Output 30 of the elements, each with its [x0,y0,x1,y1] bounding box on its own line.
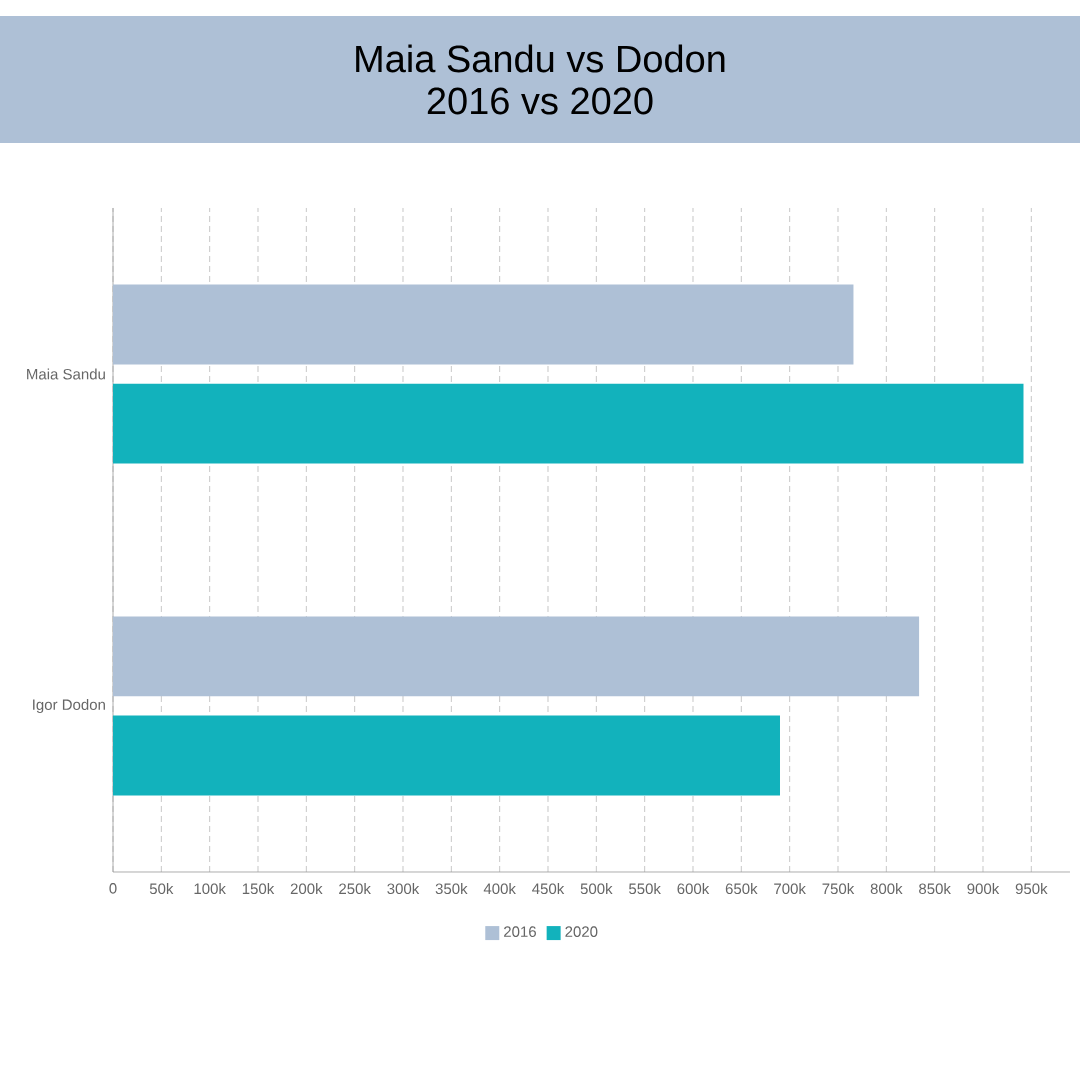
chart-title: Maia Sandu vs Dodon [356,44,725,73]
y-tick-label: Igor Dodon [33,699,105,713]
x-tick-label: 650k [725,883,758,895]
bar [113,616,920,697]
x-tick-label: 950k [1015,883,1048,895]
x-tick-label: 500k [580,883,613,895]
x-tick-label: 100k [194,883,226,895]
legend-label: 2016 [504,926,536,937]
x-tick-label: 450k [532,883,565,895]
x-tick-label: 250k [339,883,371,895]
x-tick-label: 800k [870,883,903,895]
bar [113,383,1024,464]
x-tick-label: 350k [435,883,468,895]
x-tick-label: 700k [774,883,806,895]
x-tick-label: 150k [242,883,275,895]
x-tick-label: 200k [290,883,323,895]
x-tick-label: 750k [822,883,855,895]
y-tick-label: Maia Sandu [27,368,105,380]
bar [113,284,854,365]
x-tick-label: 850k [919,883,951,895]
x-tick-label: 0 [109,883,117,894]
x-tick-label: 50k [149,883,174,895]
bar [113,715,780,796]
x-tick-label: 300k [387,883,420,895]
x-tick-label: 600k [677,883,710,895]
x-tick-label: 900k [967,883,1000,895]
legend-label: 2020 [565,926,598,937]
chart-subtitle: 2016 vs 2020 [427,87,653,115]
x-tick-label: 400k [483,883,516,895]
x-tick-label: 550k [629,883,661,895]
